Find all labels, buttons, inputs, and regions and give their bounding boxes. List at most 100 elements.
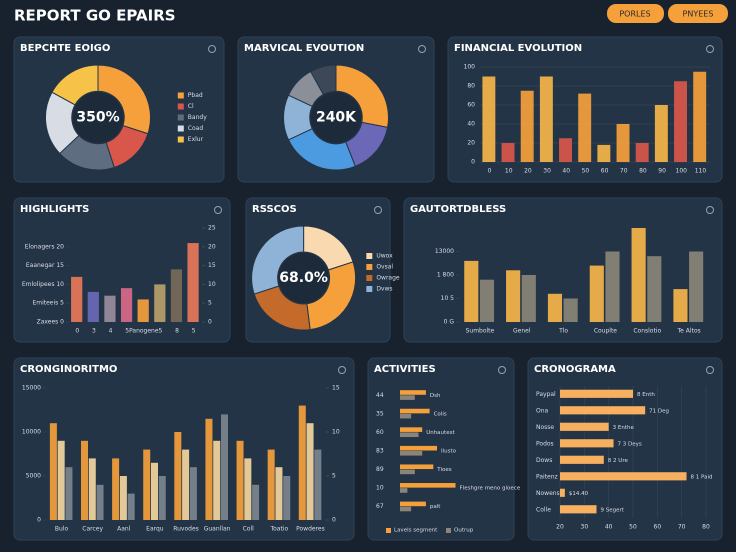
bar: [400, 464, 434, 470]
x-tick-label: Tlo: [558, 328, 568, 335]
button-label[interactable]: PNYEES: [683, 10, 714, 19]
x-tick-label: Genel: [513, 328, 531, 335]
y-tick-label: 40: [467, 121, 475, 128]
bar: [560, 389, 633, 398]
bar: [154, 284, 166, 322]
legend-swatch: [177, 125, 184, 132]
bar: [400, 395, 415, 400]
bar: [689, 251, 704, 322]
bar: [506, 270, 521, 322]
legend-label: Bandy: [188, 114, 207, 121]
x-tick-label: 50: [629, 524, 637, 531]
donut-hole: [72, 92, 124, 143]
legend-swatch: [366, 286, 373, 292]
center-label: 240K: [316, 110, 357, 126]
center-label: 350%: [76, 110, 119, 126]
bar: [400, 488, 408, 493]
y-tick-label: 44: [376, 392, 384, 399]
y-tick-label: Emlolipees 10: [22, 281, 64, 288]
panel-icon: [418, 45, 426, 53]
bar: [521, 275, 536, 322]
legend-label: Pbad: [188, 92, 203, 99]
y-tick-label: Dows: [536, 457, 552, 464]
x-tick-label: 0: [75, 328, 79, 335]
button[interactable]: [607, 4, 664, 23]
bar-label: Colis: [434, 411, 447, 417]
panel-title: ACTIVITIES: [374, 364, 436, 375]
bar: [96, 484, 104, 520]
panel-icon: [498, 366, 506, 374]
x-tick-label: 80: [639, 168, 647, 175]
y-tick-label: Nowenst: [536, 490, 563, 497]
bar: [205, 418, 213, 520]
bar: [119, 476, 127, 520]
bar: [560, 406, 646, 415]
bar: [589, 265, 604, 322]
bar: [400, 483, 456, 488]
x-tick-label: 40: [605, 524, 613, 531]
legend-swatch: [386, 528, 391, 533]
bar: [635, 143, 649, 162]
x-tick-label: 20: [556, 524, 564, 531]
bar-label: Dsh: [430, 393, 441, 399]
y2-tick-label: 0: [208, 319, 212, 326]
donut-slice: [51, 64, 99, 106]
donut-slice: [306, 261, 357, 331]
y-tick-label: 10 5: [441, 295, 455, 302]
x-tick-label: Te Altos: [676, 328, 700, 335]
bar-label: Ilusto: [441, 449, 457, 455]
y-tick-label: 60: [376, 429, 384, 436]
button-label[interactable]: PORLES: [619, 10, 650, 19]
bar: [275, 467, 283, 520]
bar: [151, 462, 158, 520]
bar: [221, 414, 228, 520]
y2-tick-label: 10: [208, 281, 216, 288]
y-tick-label: 10000: [22, 429, 41, 436]
bar: [616, 124, 630, 162]
x-tick-label: Panogene: [129, 328, 159, 335]
x-tick-label: 100: [676, 168, 688, 175]
legend-label: Exlur: [188, 136, 204, 143]
bar: [674, 81, 687, 162]
button[interactable]: [668, 4, 728, 23]
bar: [520, 90, 534, 162]
x-tick-label: Conslotio: [633, 328, 661, 335]
x-tick-label: 30: [543, 168, 551, 175]
legend-swatch: [366, 275, 373, 281]
bar: [539, 76, 553, 162]
bar: [400, 506, 412, 512]
panel-title: CRONOGRAMA: [534, 364, 616, 375]
panel: [367, 357, 515, 541]
legend-label: Ovsal: [376, 264, 393, 271]
panel-icon: [338, 366, 346, 374]
donut-hole: [278, 253, 329, 303]
bar: [104, 295, 116, 322]
bar: [501, 143, 515, 162]
bar: [158, 476, 166, 520]
bar: [283, 476, 291, 520]
y-tick-label: 0 G: [444, 319, 455, 326]
y-tick-label: Podos: [536, 440, 554, 447]
x-tick-label: 5: [125, 328, 129, 335]
y2-tick-label: 20: [208, 243, 216, 250]
bar: [57, 440, 65, 520]
panel-icon: [706, 206, 714, 214]
bar: [400, 408, 430, 414]
legend-label: Outrup: [454, 528, 474, 534]
bar: [71, 276, 83, 322]
bar: [236, 440, 244, 520]
x-tick-label: Ruvodes: [173, 526, 199, 533]
y-tick-label: 13000: [435, 248, 454, 255]
y-tick-label: 0: [471, 159, 475, 166]
y-tick-label: 83: [376, 448, 384, 455]
bar: [631, 228, 646, 322]
bar: [306, 423, 314, 520]
panel-icon: [706, 45, 714, 53]
bar: [87, 291, 99, 322]
x-tick-label: Toatio: [269, 526, 288, 533]
bar: [112, 458, 120, 520]
bar: [81, 440, 88, 520]
legend-swatch: [366, 264, 373, 270]
x-tick-label: Aanl: [117, 526, 131, 533]
